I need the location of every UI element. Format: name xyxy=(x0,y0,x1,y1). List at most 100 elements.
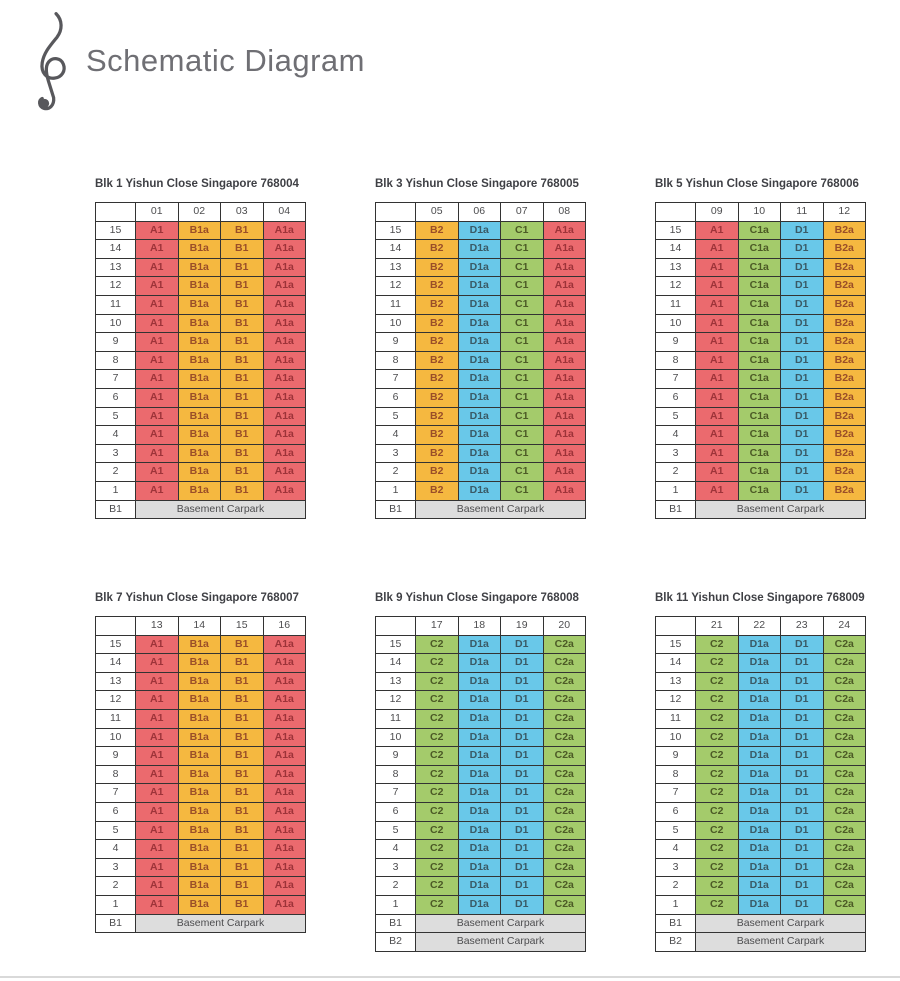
unit-cell: C2 xyxy=(695,653,739,673)
stack-header-row: 13 14 15 16 xyxy=(95,616,306,636)
unit-cell: B1a xyxy=(177,634,221,655)
unit-cell: D1a xyxy=(737,783,781,804)
unit-cell: A1a xyxy=(542,313,586,334)
unit-cell: D1 xyxy=(780,369,824,389)
floor-number-cell: 12 xyxy=(655,690,696,711)
floor-row: 7 A1 B1a B1 A1a xyxy=(95,783,306,804)
stack-number-cell: 17 xyxy=(415,616,459,636)
block-table: 17 18 19 20 15 C2 D1a D1 C2a 14 C2 D1a D1 C2a 13 C2 D1a D… xyxy=(375,616,586,952)
unit-cell: B2a xyxy=(822,480,866,501)
floor-number-cell: 12 xyxy=(375,276,416,296)
unit-cell: D1a xyxy=(737,764,781,785)
unit-cell: D1a xyxy=(457,857,501,878)
floor-number-cell: 15 xyxy=(655,634,696,655)
unit-cell: D1 xyxy=(780,690,824,711)
basement-row: B2 Basement Carpark xyxy=(375,932,586,952)
unit-cell: A1a xyxy=(262,425,306,445)
unit-cell: A1 xyxy=(135,709,179,729)
unit-cell: C2a xyxy=(542,839,586,859)
unit-cell: C1 xyxy=(500,387,544,408)
unit-cell: D1 xyxy=(780,746,824,766)
unit-cell: D1 xyxy=(500,839,544,859)
unit-cell: B1a xyxy=(177,239,221,259)
unit-cell: D1 xyxy=(780,220,824,241)
unit-cell: B1a xyxy=(177,690,221,711)
unit-cell: C2 xyxy=(415,857,459,878)
unit-cell: A1a xyxy=(262,839,306,859)
unit-cell: C2a xyxy=(542,653,586,673)
unit-cell: B2 xyxy=(415,369,459,389)
floor-number-cell: 2 xyxy=(375,462,416,482)
unit-cell: D1 xyxy=(780,387,824,408)
floor-row: 15 C2 D1a D1 C2a xyxy=(655,634,866,655)
stack-number-cell: 24 xyxy=(822,616,866,636)
floor-row: 7 C2 D1a D1 C2a xyxy=(655,783,866,804)
corner-cell xyxy=(375,202,416,222)
unit-cell: A1a xyxy=(262,294,306,315)
floor-row: 10 C2 D1a D1 C2a xyxy=(655,727,866,748)
floor-number-cell: 4 xyxy=(375,839,416,859)
corner-cell xyxy=(95,616,136,636)
block-table: 05 06 07 08 15 B2 D1a C1 A1a 14 B2 D1a C1 A1a 13 B2 D1a C… xyxy=(375,202,586,520)
unit-cell: C2 xyxy=(415,634,459,655)
unit-cell: C2a xyxy=(822,653,866,673)
unit-cell: B2a xyxy=(822,332,866,352)
unit-cell: C1 xyxy=(500,480,544,501)
unit-cell: B1 xyxy=(220,276,264,296)
unit-cell: C2 xyxy=(415,690,459,711)
unit-cell: C1 xyxy=(500,332,544,352)
unit-cell: A1a xyxy=(262,653,306,673)
unit-cell: A1a xyxy=(542,480,586,501)
unit-cell: C2a xyxy=(822,820,866,841)
unit-cell: B1 xyxy=(220,764,264,785)
floor-number-cell: 3 xyxy=(95,857,136,878)
unit-cell: C2 xyxy=(695,857,739,878)
floor-number-cell: 3 xyxy=(655,443,696,464)
unit-cell: D1a xyxy=(737,709,781,729)
unit-cell: B1a xyxy=(177,462,221,482)
unit-cell: B1a xyxy=(177,294,221,315)
unit-cell: A1a xyxy=(262,802,306,822)
floor-number-cell: 10 xyxy=(655,313,696,334)
unit-cell: A1a xyxy=(542,332,586,352)
floor-row: 12 C2 D1a D1 C2a xyxy=(375,690,586,711)
unit-cell: A1a xyxy=(542,425,586,445)
unit-cell: A1 xyxy=(135,895,179,915)
unit-cell: C2 xyxy=(695,764,739,785)
unit-cell: C2 xyxy=(695,783,739,804)
unit-cell: A1 xyxy=(135,276,179,296)
unit-cell: A1 xyxy=(135,783,179,804)
unit-cell: C2a xyxy=(822,764,866,785)
block-title: Blk 3 Yishun Close Singapore 768005 xyxy=(375,178,579,190)
unit-cell: C1a xyxy=(737,443,781,464)
unit-cell: A1a xyxy=(262,332,306,352)
floor-row: 5 B2 D1a C1 A1a xyxy=(375,406,586,427)
floor-row: 5 A1 C1a D1 B2a xyxy=(655,406,866,427)
floor-row: 15 A1 B1a B1 A1a xyxy=(95,220,306,241)
unit-cell: C2a xyxy=(542,876,586,896)
unit-cell: D1 xyxy=(780,239,824,259)
unit-cell: D1a xyxy=(457,727,501,748)
unit-cell: C2 xyxy=(415,727,459,748)
block-table: 21 22 23 24 15 C2 D1a D1 C2a 14 C2 D1a D1 C2a 13 C2 D1a D… xyxy=(655,616,866,952)
floor-row: 13 C2 D1a D1 C2a xyxy=(375,671,586,692)
unit-cell: B1 xyxy=(220,443,264,464)
unit-cell: A1a xyxy=(262,406,306,427)
unit-cell: D1a xyxy=(457,332,501,352)
unit-cell: B1a xyxy=(177,406,221,427)
unit-cell: C2a xyxy=(542,690,586,711)
block-section: Blk 9 Yishun Close Singapore 768008 17 18 1… xyxy=(375,591,586,952)
page-bottom-divider xyxy=(0,976,900,978)
unit-cell: B1 xyxy=(220,634,264,655)
floor-row: 14 C2 D1a D1 C2a xyxy=(375,653,586,673)
unit-cell: B1 xyxy=(220,332,264,352)
unit-cell: C2 xyxy=(415,671,459,692)
unit-cell: B1a xyxy=(177,369,221,389)
unit-cell: D1a xyxy=(457,820,501,841)
stack-number-cell: 10 xyxy=(737,202,781,222)
floor-number-cell: 6 xyxy=(655,387,696,408)
unit-cell: B2 xyxy=(415,332,459,352)
unit-cell: B2 xyxy=(415,313,459,334)
unit-cell: A1a xyxy=(542,406,586,427)
floor-row: 5 C2 D1a D1 C2a xyxy=(655,820,866,841)
